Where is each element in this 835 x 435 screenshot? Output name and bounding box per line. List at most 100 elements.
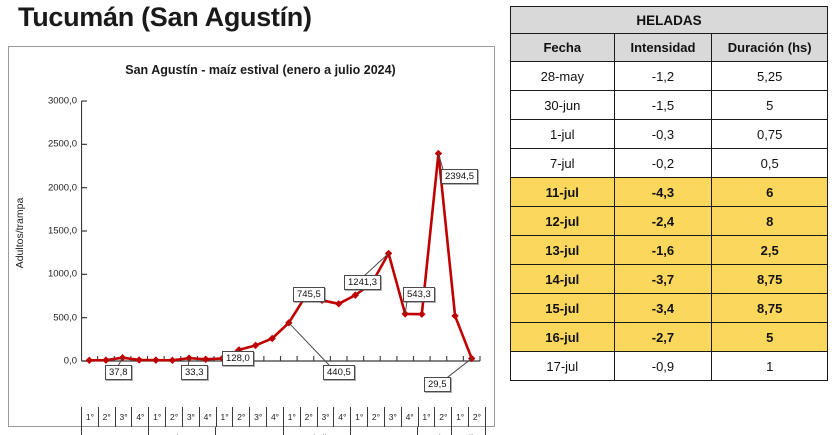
x-quarter-label: 4°: [267, 407, 284, 427]
cell-fecha: 7-jul: [510, 148, 615, 178]
x-month-label: Abril: [284, 427, 351, 435]
cell-intensidad: -0,9: [613, 351, 713, 381]
x-quarter-label: 2°: [469, 407, 486, 427]
cell-intensidad: -2,7: [613, 322, 713, 352]
cell-duracion: 2,5: [711, 235, 828, 265]
x-quarter-label: 4°: [402, 407, 419, 427]
data-point-marker: [135, 356, 143, 364]
cell-fecha: 15-jul: [510, 293, 615, 323]
x-quarter-label: 1°: [217, 407, 234, 427]
cell-duracion: 8: [711, 206, 828, 236]
table-row: 13-jul -1,6 2,5: [510, 235, 828, 265]
cell-fecha: 12-jul: [510, 206, 615, 236]
x-quarter-label: 2°: [233, 407, 251, 427]
data-label-callout: 745,5: [293, 287, 325, 302]
x-axis-quarter-labels: 1° 2° 3° 4° 1° 2° 3° 4° 1° 2° 3° 4° 1° 2° 3° 4° 1° 2° 3° 4°…: [81, 407, 486, 427]
x-month-label: Febrero: [149, 427, 217, 435]
x-month-label: Mayo: [351, 427, 418, 435]
cell-duracion: 0,75: [711, 119, 828, 149]
table-row: 12-jul -2,4 8: [510, 206, 828, 236]
cell-duracion: 8,75: [711, 264, 828, 294]
data-point-marker: [102, 356, 110, 364]
data-label-callout: 2394,5: [441, 169, 479, 184]
x-quarter-label: 3°: [385, 407, 402, 427]
x-quarter-label: 2°: [166, 407, 183, 427]
x-quarter-label: 1°: [149, 407, 167, 427]
cell-fecha: 30-jun: [510, 90, 615, 120]
x-axis-month-labels: EneroFebreroMarzoAbrilMayoJunioJulio: [81, 427, 487, 435]
data-point-marker: [201, 355, 210, 363]
cell-fecha: 28-may: [510, 61, 615, 91]
x-quarter-label: 1°: [351, 407, 369, 427]
y-tick-label: 1000,0: [47, 268, 77, 280]
x-quarter-label: 2°: [301, 407, 318, 427]
y-tick-label: 2000,0: [47, 182, 77, 194]
heladas-table-wrapper: HELADAS Fecha Intensidad Duración (hs) 2…: [510, 6, 828, 381]
data-point-marker: [334, 300, 343, 308]
data-point-marker: [168, 356, 177, 365]
x-month-label: Julio: [452, 427, 487, 435]
cell-duracion: 5,25: [711, 61, 828, 91]
cell-fecha: 1-jul: [510, 119, 615, 149]
data-point-marker: [152, 356, 160, 364]
y-tick-label: 1500,0: [47, 225, 77, 237]
cell-intensidad: -3,4: [613, 293, 713, 323]
plot-area: [81, 47, 486, 426]
table-row: 15-jul -3,4 8,75: [510, 293, 828, 323]
cell-intensidad: -4,3: [613, 177, 713, 207]
cell-intensidad: -2,4: [613, 206, 713, 236]
table-row: 7-jul -0,2 0,5: [510, 148, 828, 178]
x-month-label: Marzo: [216, 427, 284, 435]
table-row: 17-jul -0,9 1: [510, 351, 828, 381]
cell-intensidad: -1,5: [613, 90, 713, 120]
cell-fecha: 16-jul: [510, 322, 615, 352]
x-month-label: Enero: [82, 427, 150, 435]
data-label-callout: 440,5: [323, 365, 355, 380]
x-quarter-label: 4°: [132, 407, 150, 427]
x-quarter-label: 2°: [435, 407, 453, 427]
series-svg: [81, 100, 481, 365]
data-point-marker: [185, 354, 193, 362]
table-head: HELADAS Fecha Intensidad Duración (hs): [510, 6, 828, 62]
heladas-table: HELADAS Fecha Intensidad Duración (hs) 2…: [510, 6, 828, 381]
data-label-callout: 128,0: [222, 351, 254, 366]
data-point-marker: [351, 291, 360, 299]
x-quarter-label: 3°: [116, 407, 133, 427]
data-label-callout: 543,3: [403, 287, 435, 302]
y-axis-tick-labels: 3000,0 2500,0 2000,0 1500,0 1000,0 500,0 0,0: [21, 47, 77, 426]
data-label-callout: 33,3: [181, 365, 208, 380]
x-quarter-label: 1°: [452, 407, 470, 427]
table-row: 1-jul -0,3 0,75: [510, 119, 828, 149]
table-row: 11-jul -4,3 6: [510, 177, 828, 207]
data-point-marker: [418, 310, 426, 318]
cell-duracion: 5: [711, 90, 828, 120]
cell-fecha: 14-jul: [510, 264, 615, 294]
data-point-marker: [401, 310, 409, 318]
x-quarter-label: 4°: [200, 407, 217, 427]
cell-duracion: 5: [711, 322, 828, 352]
x-quarter-label: 1°: [419, 407, 436, 427]
cell-duracion: 6: [711, 177, 828, 207]
data-point-marker: [434, 149, 443, 158]
column-header-intensidad: Intensidad: [613, 33, 713, 62]
data-point-marker: [118, 354, 127, 362]
data-point-marker: [251, 341, 260, 350]
x-quarter-label: 1°: [284, 407, 301, 427]
x-quarter-label: 2°: [368, 407, 385, 427]
data-label-callout: 37,8: [105, 365, 132, 380]
x-axis: 1° 2° 3° 4° 1° 2° 3° 4° 1° 2° 3° 4° 1° 2° 3° 4° 1° 2° 3° 4°…: [81, 407, 487, 435]
data-series-line: [88, 152, 473, 362]
table-row: 16-jul -2,7 5: [510, 322, 828, 352]
cell-intensidad: -0,3: [613, 119, 713, 149]
data-point-marker: [85, 356, 94, 365]
table-title: HELADAS: [510, 6, 828, 34]
x-quarter-label: 2°: [99, 407, 116, 427]
cell-fecha: 13-jul: [510, 235, 615, 265]
chart-panel: Tucumán (San Agustín) San Agustín - maíz…: [8, 2, 495, 435]
chart-frame: San Agustín - maíz estival (enero a juli…: [8, 46, 495, 435]
x-quarter-label: 3°: [250, 407, 268, 427]
table-row: 30-jun -1,5 5: [510, 90, 828, 120]
x-quarter-label: 1°: [82, 407, 99, 427]
column-header-fecha: Fecha: [510, 33, 615, 62]
